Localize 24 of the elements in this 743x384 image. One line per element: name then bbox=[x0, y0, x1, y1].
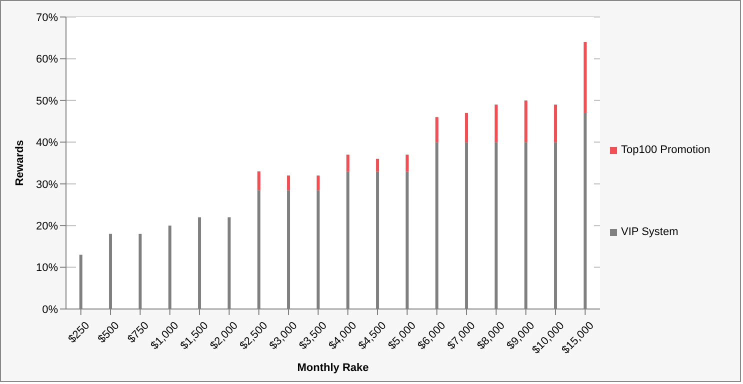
y-axis-title: Rewards bbox=[14, 140, 26, 186]
bar bbox=[524, 100, 528, 142]
bar bbox=[554, 104, 558, 142]
y-tick-label: 60% bbox=[36, 54, 58, 66]
bar bbox=[465, 112, 468, 142]
bar bbox=[435, 117, 438, 142]
legend-label: VIP System bbox=[621, 226, 678, 238]
y-tick-label: 20% bbox=[36, 220, 58, 232]
y-tick-label: 50% bbox=[36, 95, 58, 108]
bar bbox=[287, 176, 290, 190]
bar bbox=[257, 171, 260, 190]
x-axis-title: Monthly Rake bbox=[297, 362, 369, 374]
bar bbox=[406, 154, 409, 172]
bar bbox=[376, 158, 380, 172]
y-tick-label: 30% bbox=[36, 178, 58, 191]
y-tick-label: 10% bbox=[36, 262, 58, 274]
bar bbox=[494, 104, 498, 142]
y-tick-label: 70% bbox=[36, 12, 58, 24]
bar bbox=[316, 176, 320, 190]
bar bbox=[346, 154, 350, 172]
y-tick-label: 40% bbox=[36, 137, 58, 150]
bar bbox=[584, 42, 587, 113]
legend-label: Top100 Promotion bbox=[621, 144, 710, 156]
y-tick-label: 0% bbox=[42, 304, 58, 316]
